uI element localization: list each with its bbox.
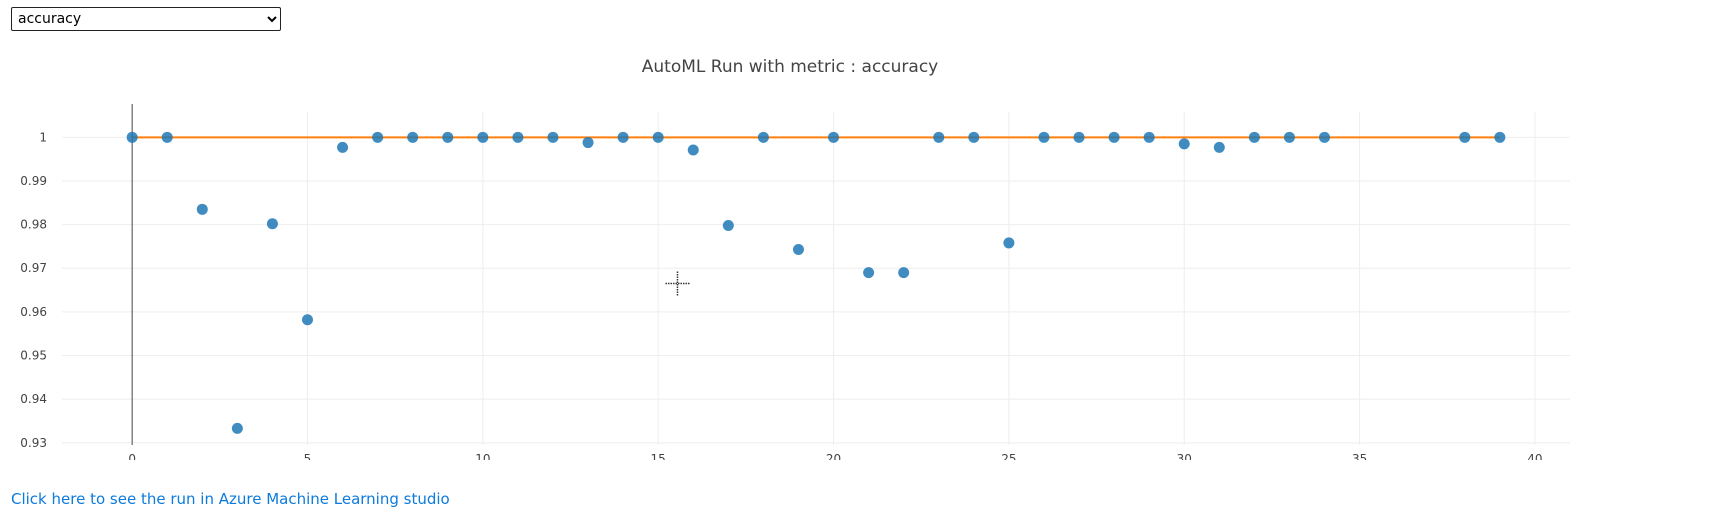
data-point[interactable] [898,267,910,279]
data-point[interactable] [547,131,559,143]
data-point[interactable] [828,131,840,143]
x-tick-label: 25 [1001,452,1016,460]
data-point[interactable] [337,141,349,153]
data-point[interactable] [687,144,699,156]
data-point[interactable] [196,203,208,215]
data-point[interactable] [301,314,313,326]
data-point[interactable] [1178,138,1190,150]
data-point[interactable] [933,131,945,143]
y-tick-label: 0.97 [20,261,47,275]
x-tick-label: 15 [651,452,666,460]
y-tick-label: 0.99 [20,174,47,188]
data-point[interactable] [1494,131,1506,143]
data-point[interactable] [1108,131,1120,143]
x-tick-label: 40 [1527,452,1542,460]
x-tick-label: 20 [826,452,841,460]
data-point[interactable] [512,131,524,143]
x-tick-label: 35 [1352,452,1367,460]
data-point[interactable] [161,131,173,143]
y-tick-label: 1 [39,130,47,144]
x-tick-label: 0 [128,452,136,460]
y-tick-label: 0.98 [20,218,47,232]
data-point[interactable] [1283,131,1295,143]
data-point[interactable] [792,243,804,255]
azure-ml-studio-link[interactable]: Click here to see the run in Azure Machi… [11,490,450,508]
data-point[interactable] [1073,131,1085,143]
data-point[interactable] [652,131,664,143]
data-point[interactable] [722,219,734,231]
metric-select[interactable]: accuracy [11,7,281,31]
data-point[interactable] [1003,237,1015,249]
crosshair-cursor-icon [665,271,690,296]
data-point[interactable] [757,131,769,143]
data-point[interactable] [1143,131,1155,143]
data-point[interactable] [442,131,454,143]
chart[interactable]: AutoML Run with metric : accuracy 0.930.… [0,40,1725,460]
data-point[interactable] [407,131,419,143]
data-point[interactable] [1038,131,1050,143]
grid [62,112,1570,445]
x-tick-label: 10 [475,452,490,460]
y-tick-label: 0.93 [20,436,47,450]
x-tick-label: 30 [1177,452,1192,460]
y-tick-label: 0.94 [20,392,47,406]
data-point[interactable] [372,131,384,143]
x-axis: 0 5 10 15 20 25 30 35 40 [128,452,1542,460]
data-points[interactable] [126,131,1506,434]
chart-title: AutoML Run with metric : accuracy [642,57,938,77]
data-point[interactable] [1319,131,1331,143]
y-tick-label: 0.95 [20,349,47,363]
data-point[interactable] [266,218,278,230]
data-point[interactable] [477,131,489,143]
y-tick-label: 0.96 [20,305,47,319]
data-point[interactable] [1213,141,1225,153]
data-point[interactable] [968,131,980,143]
data-point[interactable] [617,131,629,143]
data-point[interactable] [231,422,243,434]
data-point[interactable] [1459,131,1471,143]
data-point[interactable] [1248,131,1260,143]
data-point[interactable] [126,131,138,143]
data-point[interactable] [863,267,875,279]
x-tick-label: 5 [304,452,312,460]
data-point[interactable] [582,137,594,149]
y-axis: 0.93 0.94 0.95 0.96 0.97 0.98 0.99 1 [20,130,47,450]
